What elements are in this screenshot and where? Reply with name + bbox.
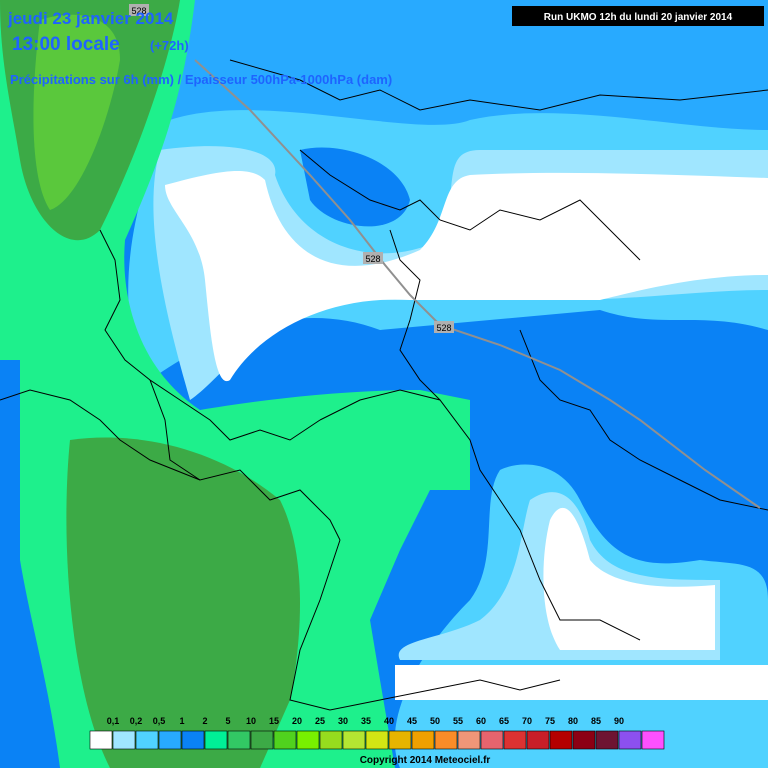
contour-label: 528	[131, 6, 146, 16]
legend-label: 50	[430, 716, 440, 726]
lead-time: (+72h)	[150, 38, 189, 53]
contour-label-box	[363, 252, 383, 264]
legend-label: 90	[614, 716, 624, 726]
legend-swatch	[204, 730, 228, 750]
legend-label: 0,2	[130, 716, 143, 726]
legend-label: 45	[407, 716, 417, 726]
legend-label: 85	[591, 716, 601, 726]
legend-label: 65	[499, 716, 509, 726]
run-box	[512, 6, 764, 26]
legend-swatch	[250, 730, 274, 750]
legend-label: 30	[338, 716, 348, 726]
legend-label: 75	[545, 716, 555, 726]
border	[299, 149, 641, 261]
legend-swatch	[549, 730, 573, 750]
legend-swatch	[273, 730, 297, 750]
legend-label: 40	[384, 716, 394, 726]
legend-swatch	[181, 730, 205, 750]
legend: 0,1 0,2 0,5 1 2 5 10 15 20 25 30 35 40 45 50 55 60 65 70 75…	[89, 716, 665, 750]
date: jeudi 23 janvier 2014	[7, 9, 174, 28]
light-green	[33, 14, 120, 211]
border	[149, 379, 341, 541]
legend-label: 2	[202, 716, 207, 726]
legend-label: 80	[568, 716, 578, 726]
border	[319, 389, 641, 641]
legend-swatch	[480, 730, 504, 750]
contour-label: 528	[436, 323, 451, 333]
legend-swatch	[618, 730, 642, 750]
legend-label: 20	[292, 716, 302, 726]
legend-label: 35	[361, 716, 371, 726]
legend-swatch	[503, 730, 527, 750]
border	[519, 329, 768, 511]
contour-label-group: 528 528 528	[129, 4, 454, 333]
blue-core	[300, 147, 410, 227]
legend-label: 10	[246, 716, 256, 726]
legend-swatch	[158, 730, 182, 750]
legend-swatch	[227, 730, 251, 750]
legend-label: 60	[476, 716, 486, 726]
legend-swatch	[572, 730, 596, 750]
legend-label: 15	[269, 716, 279, 726]
run-info: Run UKMO 12h du lundi 20 janvier 2014	[544, 12, 733, 23]
legend-swatch	[135, 730, 159, 750]
legend-swatch	[319, 730, 343, 750]
legend-swatch	[296, 730, 320, 750]
legend-swatch	[457, 730, 481, 750]
legend-label: 5	[225, 716, 230, 726]
legend-swatch	[89, 730, 113, 750]
contour-label-box	[129, 4, 149, 16]
time: 13:00 locale	[12, 34, 120, 55]
legend-swatch	[434, 730, 458, 750]
copyright: Copyright 2014 Meteociel.fr	[360, 755, 491, 766]
contour-label: 528	[365, 254, 380, 264]
legend-swatch	[112, 730, 136, 750]
contour-label-box	[434, 321, 454, 333]
border	[389, 229, 441, 401]
low-precip	[395, 507, 768, 700]
legend-swatch	[388, 730, 412, 750]
blue-field	[0, 360, 60, 768]
legend-label: 1	[179, 716, 184, 726]
legend-swatch	[342, 730, 366, 750]
legend-label: 70	[522, 716, 532, 726]
legend-swatch	[526, 730, 550, 750]
legend-label: 0,1	[107, 716, 120, 726]
legend-swatch	[365, 730, 389, 750]
border	[0, 389, 201, 481]
border	[99, 229, 321, 441]
border	[289, 539, 561, 711]
legend-label: 0,5	[153, 716, 166, 726]
dark-green	[66, 437, 300, 768]
legend-swatch	[641, 730, 665, 750]
legend-label: 25	[315, 716, 325, 726]
legend-swatch	[595, 730, 619, 750]
legend-label: 55	[453, 716, 463, 726]
legend-swatch	[411, 730, 435, 750]
coast	[229, 59, 768, 111]
low-precip	[165, 170, 768, 382]
subtitle: Précipitations sur 6h (mm) / Epaisseur 5…	[10, 72, 392, 87]
